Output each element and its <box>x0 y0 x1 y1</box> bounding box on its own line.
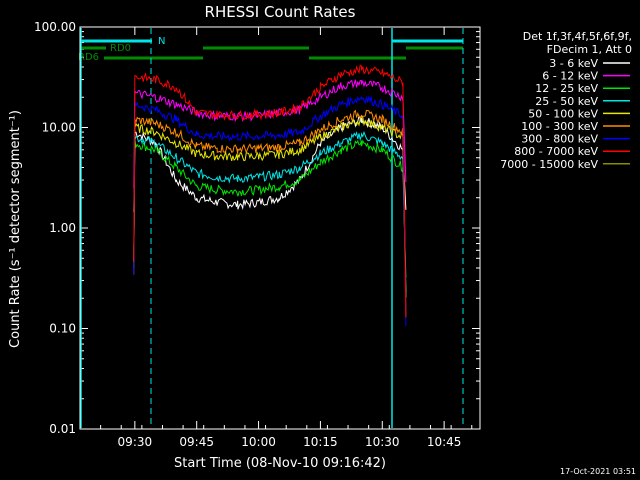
series-line <box>133 79 407 189</box>
legend-label: 3 - 6 keV <box>549 57 598 70</box>
y-axis-label: Count Rate (s⁻¹ detector segment⁻¹) <box>8 110 23 348</box>
series-line <box>133 130 407 293</box>
legend-header-line-1: Det 1f,3f,4f,5f,6f,9f, <box>523 30 632 43</box>
y-tick-label: 0.10 <box>49 322 76 336</box>
legend-label: 6 - 12 keV <box>542 70 598 83</box>
legend-label: 12 - 25 keV <box>535 82 598 95</box>
series-line <box>133 109 407 318</box>
flag-label-rd6: RD6 <box>78 52 99 63</box>
x-tick-label: 09:30 <box>118 435 153 449</box>
x-tick-label: 10:30 <box>365 435 400 449</box>
series-line <box>133 114 407 298</box>
legend-label: 800 - 7000 keV <box>514 145 598 158</box>
x-tick-label: 10:15 <box>303 435 338 449</box>
y-tick-label: 100.00 <box>34 20 76 34</box>
x-axis-label: Start Time (08-Nov-10 09:16:42) <box>174 456 386 471</box>
legend-label: 25 - 50 keV <box>535 95 598 108</box>
flag-label-n: N <box>158 36 165 47</box>
x-tick-label: 09:45 <box>179 435 214 449</box>
y-tick-label: 10.00 <box>42 121 76 135</box>
series-line <box>133 114 407 213</box>
footer-timestamp: 17-Oct-2021 03:51 <box>560 467 636 476</box>
chart-title: RHESSI Count Rates <box>205 3 356 21</box>
y-tick-label: 1.00 <box>49 221 76 235</box>
legend-label: 100 - 300 keV <box>521 120 598 133</box>
legend-label: 50 - 100 keV <box>528 107 598 120</box>
x-tick-label: 10:45 <box>427 435 462 449</box>
flag-label-rd0: RD0 <box>110 43 131 54</box>
legend-label: 7000 - 15000 keV <box>500 158 598 171</box>
legend-label: 300 - 800 keV <box>521 133 598 146</box>
y-tick-label: 0.01 <box>49 422 76 436</box>
series-line <box>133 64 407 318</box>
x-tick-label: 10:00 <box>241 435 276 449</box>
series-line <box>133 139 407 278</box>
plot-frame <box>79 26 481 430</box>
legend-header-line-2: FDecim 1, Att 0 <box>547 43 632 56</box>
series-line <box>133 95 407 327</box>
